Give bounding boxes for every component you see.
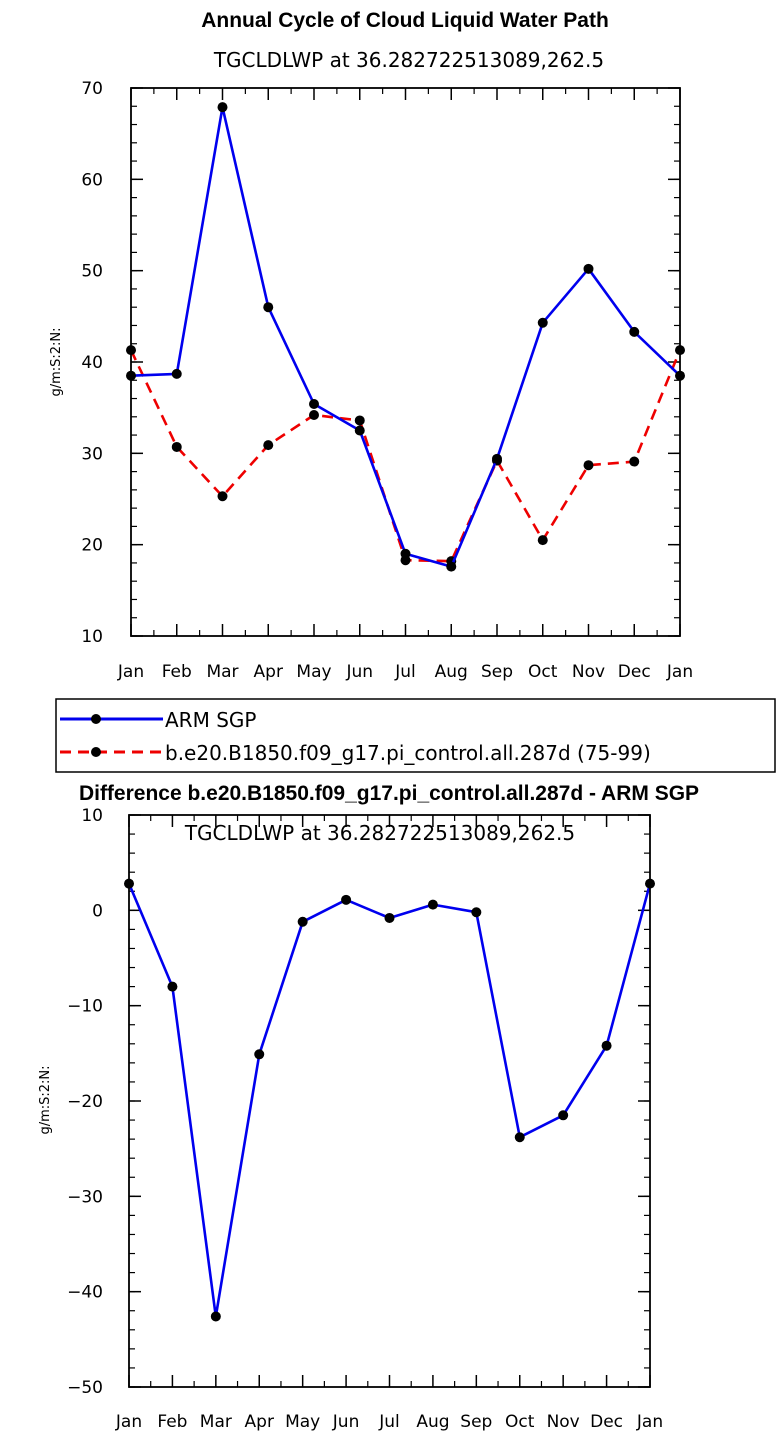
data-point xyxy=(400,548,411,559)
x-tick-label: Feb xyxy=(157,1412,187,1432)
data-point xyxy=(583,263,594,274)
data-point xyxy=(629,326,640,337)
data-point xyxy=(354,415,365,426)
y-tick-label: 0 xyxy=(92,901,103,921)
x-tick-label: Nov xyxy=(547,1412,580,1432)
data-point xyxy=(171,441,182,452)
x-tick-label: Feb xyxy=(162,662,192,682)
series-line xyxy=(129,349,682,563)
x-tick-label: Jan xyxy=(666,662,693,682)
y-tick-label: 70 xyxy=(81,79,103,99)
data-point xyxy=(537,535,548,546)
chart-title: Annual Cycle of Cloud Liquid Water Path xyxy=(201,9,609,32)
x-tick-label: Jun xyxy=(332,1412,360,1432)
y-tick-label: 10 xyxy=(81,627,103,647)
x-tick-label: Dec xyxy=(618,662,651,682)
annual-cycle-chart: Annual Cycle of Cloud Liquid Water Path … xyxy=(49,9,693,682)
data-point xyxy=(384,912,395,923)
data-point xyxy=(492,453,502,464)
legend-label-arm-sgp: ARM SGP xyxy=(165,708,256,732)
data-point xyxy=(446,561,457,572)
data-point xyxy=(471,907,482,918)
plot-frame xyxy=(128,814,651,1388)
data-point xyxy=(514,1132,525,1143)
data-point xyxy=(583,460,594,471)
data-point xyxy=(309,409,319,420)
data-point xyxy=(171,368,182,379)
x-tick-label: Jul xyxy=(378,1412,400,1432)
legend-marker-arm-sgp xyxy=(91,714,101,724)
legend: ARM SGP b.e20.B1850.f09_g17.pi_control.a… xyxy=(55,698,776,773)
x-tick-label: Apr xyxy=(245,1412,274,1432)
series-line xyxy=(127,883,652,1318)
data-point xyxy=(254,1049,265,1060)
y-tick-label: −10 xyxy=(67,997,103,1017)
x-tick-label: Dec xyxy=(590,1412,623,1432)
x-tick-label: Sep xyxy=(481,662,513,682)
x-tick-label: Sep xyxy=(460,1412,492,1432)
x-tick-label: Jul xyxy=(394,662,416,682)
legend-box xyxy=(55,698,776,773)
series-line xyxy=(130,105,681,568)
data-point xyxy=(601,1040,612,1051)
x-tick-label: May xyxy=(296,662,331,682)
data-point xyxy=(217,491,228,502)
y-tick-label: 30 xyxy=(81,444,103,464)
x-tick-label: Apr xyxy=(254,662,283,682)
x-tick-label: Mar xyxy=(200,1412,232,1432)
data-point xyxy=(341,894,352,905)
y-axis-label: g/m:S:2:N: xyxy=(49,327,64,396)
data-point xyxy=(167,981,178,992)
y-tick-label: 20 xyxy=(81,536,103,556)
y-tick-label: −20 xyxy=(67,1092,103,1112)
x-tick-label: Oct xyxy=(505,1412,535,1432)
y-axis-label: g/m:S:2:N: xyxy=(38,1065,53,1134)
data-point xyxy=(210,1311,221,1322)
y-tick-label: −40 xyxy=(67,1283,103,1303)
y-tick-label: 40 xyxy=(81,353,103,373)
y-tick-label: 10 xyxy=(81,806,103,826)
legend-marker-model xyxy=(91,747,101,757)
y-tick-label: 60 xyxy=(81,170,103,190)
chart-title: Difference b.e20.B1850.f09_g17.pi_contro… xyxy=(79,782,699,805)
x-tick-label: Jun xyxy=(345,662,373,682)
legend-label-model: b.e20.B1850.f09_g17.pi_control.all.287d … xyxy=(165,741,651,765)
difference-chart: Difference b.e20.B1850.f09_g17.pi_contro… xyxy=(38,782,699,1432)
data-point xyxy=(263,302,274,313)
x-tick-label: Jan xyxy=(117,662,144,682)
x-tick-label: Jan xyxy=(115,1412,142,1432)
data-point xyxy=(427,899,438,910)
x-tick-label: Jan xyxy=(636,1412,663,1432)
data-point xyxy=(217,102,228,113)
x-tick-label: Oct xyxy=(528,662,558,682)
chart-subtitle: TGCLDLWP at 36.282722513089,262.5 xyxy=(213,48,604,72)
x-tick-label: Mar xyxy=(206,662,238,682)
x-tick-label: Nov xyxy=(572,662,605,682)
x-tick-label: Aug xyxy=(435,662,468,682)
plot-frame xyxy=(130,87,681,637)
data-point xyxy=(558,1110,569,1121)
x-tick-label: May xyxy=(285,1412,320,1432)
y-tick-label: −50 xyxy=(67,1378,103,1398)
data-point xyxy=(537,317,548,328)
data-point xyxy=(297,916,308,927)
x-tick-label: Aug xyxy=(416,1412,449,1432)
data-point xyxy=(263,440,274,451)
data-point xyxy=(629,456,640,467)
y-tick-label: 50 xyxy=(81,262,103,282)
y-tick-label: −30 xyxy=(67,1187,103,1207)
data-point xyxy=(354,425,365,436)
chart-subtitle: TGCLDLWP at 36.282722513089,262.5 xyxy=(184,821,575,845)
data-point xyxy=(309,399,319,410)
